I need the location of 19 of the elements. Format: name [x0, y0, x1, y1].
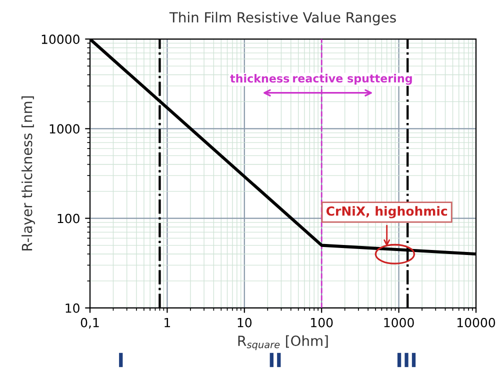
- annotation: reactive sputtering: [293, 74, 412, 85]
- x-tick-label: 10: [238, 318, 252, 328]
- x-tick-label: 1: [164, 318, 170, 328]
- x-tick-label: 100: [311, 318, 333, 328]
- text: III: [397, 352, 416, 368]
- y-tick-label: 10: [66, 303, 80, 313]
- x-tick-label: 0,1: [80, 318, 99, 329]
- y-tick-label: 10000: [42, 34, 80, 44]
- text: II: [270, 352, 281, 368]
- chart-title: Thin Film Resistive Value Ranges: [169, 12, 396, 26]
- x-tick-label: 1000: [384, 318, 414, 328]
- annotation: CrNiX, highohmic: [326, 206, 448, 218]
- y-tick-label: 100: [58, 214, 80, 224]
- x-tick-label: 10000: [457, 318, 496, 328]
- annotation: thickness: [230, 74, 290, 83]
- y-tick-label: 1000: [50, 124, 80, 134]
- x-axis-title: R$_{square}$ [Ohm]: [238, 335, 328, 350]
- y-axis-title: R-layer thickness [nm]: [22, 96, 35, 250]
- text: I: [119, 352, 123, 368]
